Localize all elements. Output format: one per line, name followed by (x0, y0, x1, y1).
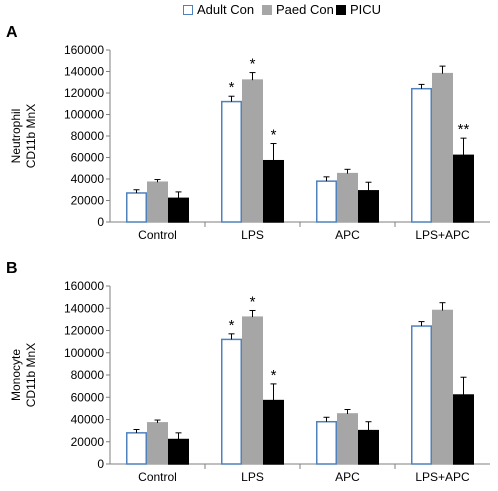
panel-b-bar (337, 413, 358, 465)
panel-b-y-tick-label: 20000 (71, 435, 105, 449)
panel-a-bar (316, 180, 337, 223)
panel-b-bar (453, 394, 474, 465)
panel-a-bar (242, 79, 263, 223)
panel-b-bar (358, 429, 379, 465)
panel-a-y-tick-label: 20000 (71, 194, 105, 208)
panel-b-significance-label: * (250, 293, 256, 310)
panel-b-significance-label: * (229, 317, 235, 334)
panel-b-y-tick-label: 160000 (64, 279, 104, 293)
panel-a-bar (411, 87, 432, 223)
legend-item-picu: PICU (336, 2, 381, 17)
panel-b-y-tick-label: 140000 (64, 301, 104, 315)
legend-label-adult-con: Adult Con (197, 2, 255, 17)
panel-b-x-tick-label: LPS+APC (415, 470, 470, 484)
panel-b-y-tick-label: 100000 (64, 346, 104, 360)
panel-a-bar (432, 72, 453, 223)
panel-a-bar (358, 190, 379, 223)
panel-a-y-tick-label: 100000 (64, 108, 104, 122)
legend-item-adult-con: Adult Con (183, 2, 254, 17)
panel-a-y-axis-label: Neutrophil (9, 109, 23, 164)
chart-legend: Adult Con Paed Con PICU (0, 2, 498, 22)
panel-b-bar (242, 316, 263, 465)
panel-a-bar (453, 154, 474, 223)
panel-a-significance-label: * (229, 79, 235, 96)
panel-a-y-tick-label: 140000 (64, 65, 104, 79)
panel-a-y-tick-label: 40000 (71, 172, 105, 186)
panel-b-y-tick-label: 120000 (64, 324, 104, 338)
panel-a-x-tick-label: LPS (241, 228, 264, 242)
legend-label-paed-con: Paed Con (276, 2, 334, 17)
panel-label-a: A (6, 24, 18, 41)
panel-a-x-tick-label: LPS+APC (415, 228, 470, 242)
panel-b-bar (168, 438, 189, 465)
panel-a-significance-label: * (250, 56, 256, 73)
legend-label-picu: PICU (350, 2, 382, 17)
panel-b-y-tick-label: 80000 (71, 368, 105, 382)
panel-b-x-tick-label: APC (335, 470, 360, 484)
panel-b-x-tick-label: Control (138, 470, 177, 484)
panel-b-bar (263, 399, 284, 465)
panel-b-bar (147, 422, 168, 465)
panel-a-x-tick-label: Control (138, 228, 177, 242)
panel-b-y-tick-label: 0 (97, 457, 104, 471)
panel-a-y-tick-label: 80000 (71, 129, 105, 143)
panel-b-y-axis-label: Monocyte (9, 349, 23, 401)
panel-b-y-tick-label: 60000 (71, 390, 105, 404)
panel-a-bar (126, 192, 147, 223)
legend-swatch-paed-con (262, 4, 272, 15)
panel-b-bar (126, 432, 147, 465)
panel-a-x-tick-label: APC (335, 228, 360, 242)
panel-b-bar (221, 338, 242, 465)
panel-b-significance-label: * (271, 367, 277, 384)
panel-a-bar (337, 172, 358, 223)
panel-a-significance-label: * (271, 127, 277, 144)
panel-b-y-axis-label: CD11b MnX (24, 343, 38, 407)
panel-a-bar (168, 197, 189, 223)
panel-a-y-tick-label: 120000 (64, 86, 104, 100)
panel-a-y-tick-label: 0 (97, 215, 104, 229)
panel-a-y-axis-label: CD11b MnX (24, 104, 38, 168)
panel-a-bar (221, 100, 242, 223)
panel-a-bar (147, 181, 168, 223)
panel-a-bar (263, 159, 284, 223)
panel-b-bar (411, 325, 432, 465)
panel-a-y-tick-label: 60000 (71, 151, 105, 165)
panel-label-b: B (6, 260, 18, 277)
legend-item-paed-con: Paed Con (262, 2, 334, 17)
legend-swatch-adult-con (183, 4, 193, 15)
panel-b-bar (432, 309, 453, 465)
panel-b-bar (316, 420, 337, 465)
panel-a-y-tick-label: 160000 (64, 43, 104, 57)
legend-swatch-picu (336, 4, 346, 15)
panel-b-x-tick-label: LPS (241, 470, 264, 484)
panel-a-significance-label: ** (458, 121, 470, 138)
panel-b-y-tick-label: 40000 (71, 413, 105, 427)
